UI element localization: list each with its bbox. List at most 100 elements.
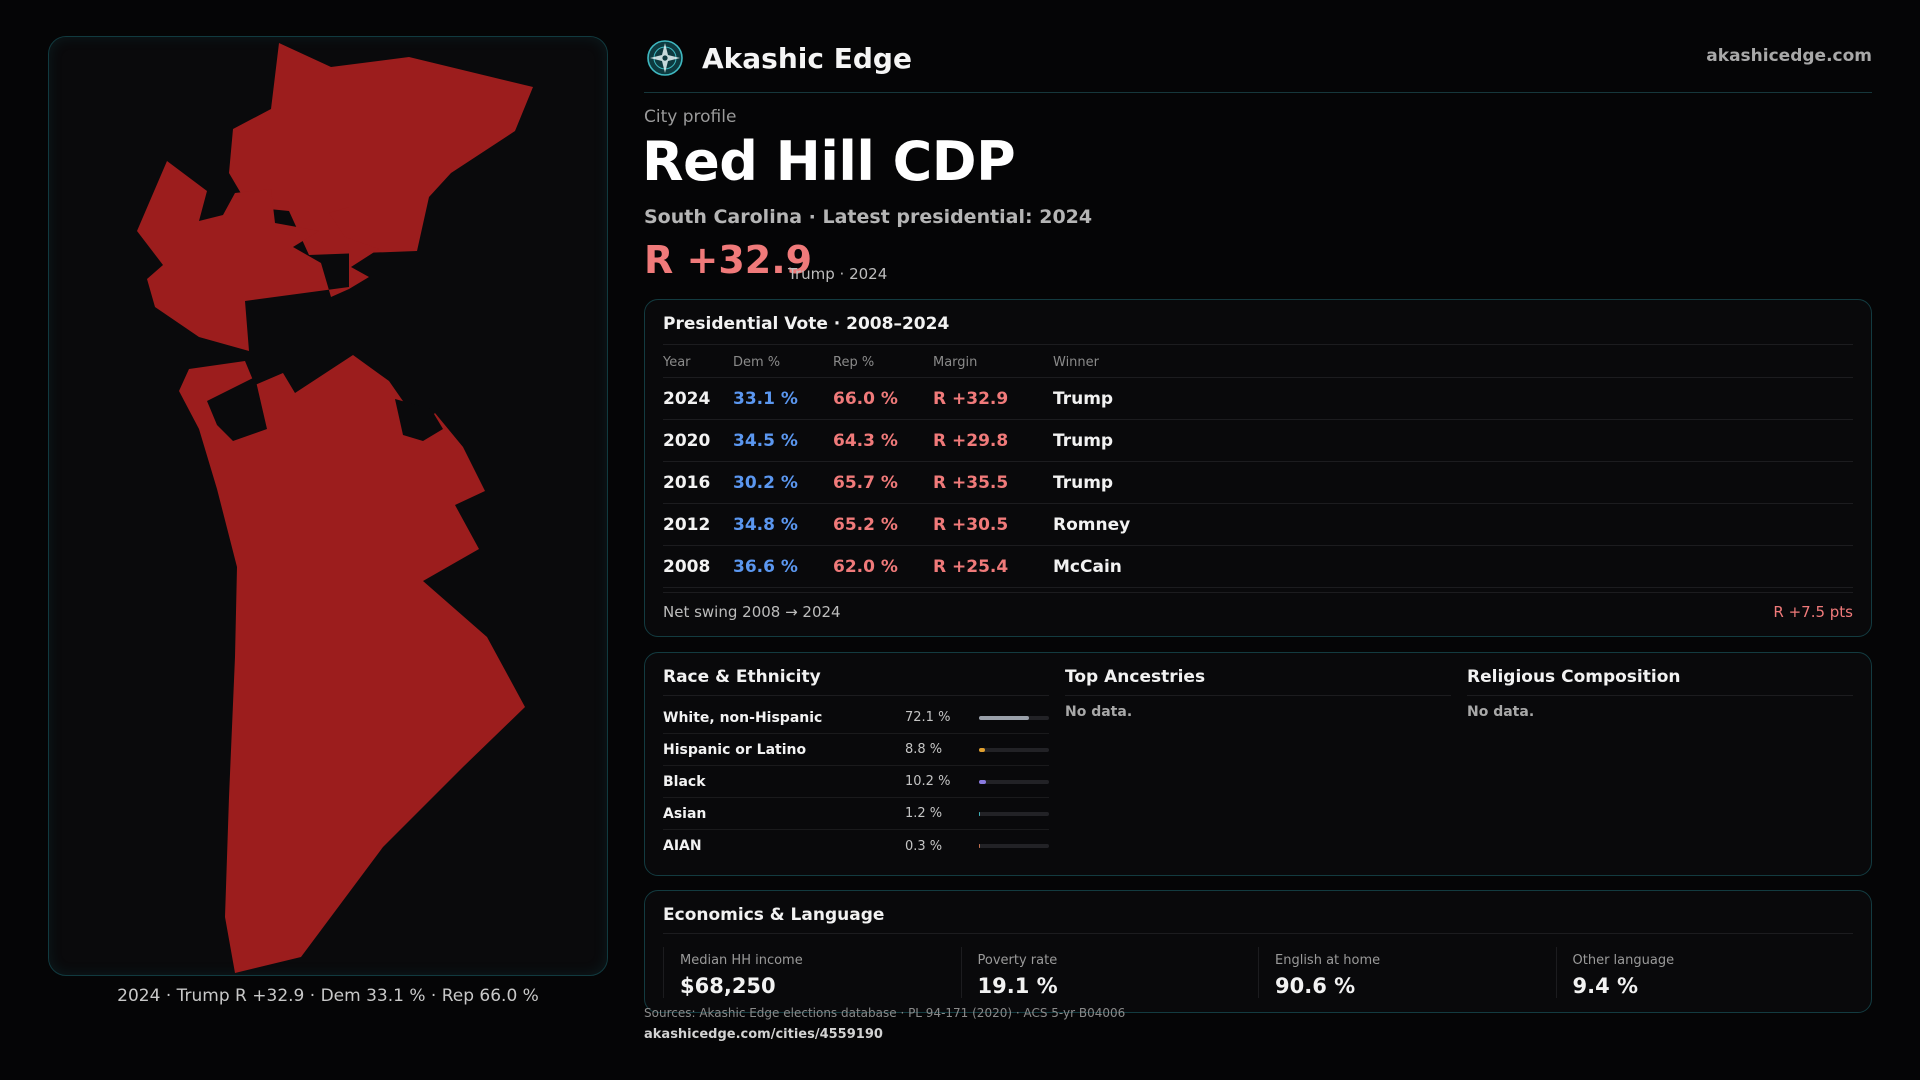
- list-item: Hispanic or Latino 8.8 %: [663, 734, 1049, 766]
- row-year: 2008: [663, 556, 711, 577]
- map-caption: 2024 · Trump R +32.9 · Dem 33.1 % · Rep …: [117, 986, 539, 1006]
- boundary-map-panel: [48, 36, 608, 976]
- stat-value: 90.6 %: [1275, 974, 1356, 998]
- profile-subtitle: South Carolina · Latest presidential: 20…: [644, 206, 1093, 228]
- sources-note: Sources: Akashic Edge elections database…: [644, 1006, 1126, 1020]
- race-pct: 72.1 %: [905, 710, 951, 725]
- row-rep-pct: 62.0 %: [833, 556, 898, 577]
- table-header: Year Dem % Rep % Margin Winner: [663, 348, 1853, 378]
- stat-label: English at home: [1275, 953, 1381, 968]
- table-row: 2024 33.1 % 66.0 % R +32.9 Trump: [663, 378, 1853, 420]
- list-item: Asian 1.2 %: [663, 798, 1049, 830]
- stat-value: 19.1 %: [977, 974, 1058, 998]
- race-list: White, non-Hispanic 72.1 % Hispanic or L…: [663, 702, 1049, 862]
- city-boundary-shape: [137, 43, 533, 973]
- presidential-vote-title: Presidential Vote · 2008–2024: [663, 314, 950, 334]
- row-dem-pct: 34.8 %: [733, 514, 798, 535]
- presidential-vote-card: Presidential Vote · 2008–2024 Year Dem %…: [644, 299, 1872, 637]
- row-year: 2020: [663, 430, 711, 451]
- row-rep-pct: 65.2 %: [833, 514, 898, 535]
- stat-other-language: Other language 9.4 %: [1555, 947, 1854, 998]
- table-row: 2016 30.2 % 65.7 % R +35.5 Trump: [663, 462, 1853, 504]
- row-year: 2024: [663, 388, 711, 409]
- stat-label: Median HH income: [680, 953, 803, 968]
- row-rep-pct: 65.7 %: [833, 472, 898, 493]
- card-divider: [663, 344, 1853, 345]
- list-item: AIAN 0.3 %: [663, 830, 1049, 862]
- row-year: 2016: [663, 472, 711, 493]
- row-year: 2012: [663, 514, 711, 535]
- row-winner: Romney: [1053, 514, 1131, 535]
- site-link[interactable]: akashicedge.com: [1706, 46, 1872, 66]
- race-pct: 0.3 %: [905, 838, 943, 854]
- row-margin: R +35.5: [933, 472, 1009, 493]
- race-pct: 1.2 %: [905, 806, 943, 821]
- headline-margin-note: Trump · 2024: [788, 265, 888, 283]
- religious-composition-section: Religious Composition No data.: [1467, 667, 1853, 720]
- race-name: White, non-Hispanic: [663, 709, 823, 726]
- race-share-bar: [979, 844, 1049, 848]
- top-ancestries-title: Top Ancestries: [1065, 667, 1451, 696]
- row-margin: R +30.5: [933, 514, 1009, 535]
- list-item: Black 10.2 %: [663, 766, 1049, 798]
- race-share-fill: [979, 844, 981, 848]
- race-ethnicity-section: Race & Ethnicity White, non-Hispanic 72.…: [663, 667, 1049, 862]
- economics-card: Economics & Language Median HH income $6…: [644, 890, 1872, 1013]
- table-row: 2008 36.6 % 62.0 % R +25.4 McCain: [663, 546, 1853, 588]
- stat-poverty-rate: Poverty rate 19.1 %: [960, 947, 1259, 998]
- row-dem-pct: 34.5 %: [733, 430, 798, 451]
- permalink[interactable]: akashicedge.com/cities/4559190: [644, 1027, 883, 1042]
- ancestries-empty-state: No data.: [1065, 704, 1133, 720]
- race-name: Black: [663, 773, 706, 790]
- stat-median-income: Median HH income $68,250: [663, 947, 961, 998]
- row-winner: Trump: [1053, 472, 1114, 493]
- race-share-bar: [979, 747, 1049, 752]
- brand[interactable]: Akashic Edge: [646, 38, 912, 78]
- row-margin: R +25.4: [933, 556, 1009, 577]
- table-row: 2012 34.8 % 65.2 % R +30.5 Romney: [663, 504, 1853, 546]
- row-margin: R +29.8: [933, 430, 1009, 451]
- row-rep-pct: 66.0 %: [833, 388, 898, 409]
- stat-label: Poverty rate: [977, 953, 1058, 968]
- race-share-bar: [979, 715, 1049, 720]
- economics-stats: Median HH income $68,250 Poverty rate 19…: [663, 947, 1853, 998]
- race-share-fill: [979, 811, 981, 816]
- economics-title: Economics & Language: [663, 905, 885, 925]
- page-title: Red Hill CDP: [642, 130, 1016, 193]
- race-share-fill: [979, 747, 986, 752]
- race-pct: 8.8 %: [905, 742, 943, 757]
- boundary-map: [137, 43, 533, 973]
- col-rep-header: Rep %: [833, 355, 875, 370]
- compass-star-icon: [647, 40, 683, 76]
- col-margin-header: Margin: [933, 355, 978, 370]
- col-winner-header: Winner: [1053, 355, 1100, 370]
- religious-composition-title: Religious Composition: [1467, 667, 1853, 696]
- presidential-vote-table: Year Dem % Rep % Margin Winner 2024 33.1…: [663, 348, 1853, 588]
- demographics-card: Race & Ethnicity White, non-Hispanic 72.…: [644, 652, 1872, 876]
- race-name: Asian: [663, 805, 707, 822]
- col-dem-header: Dem %: [733, 355, 781, 370]
- row-winner: McCain: [1053, 556, 1122, 577]
- stat-english-at-home: English at home 90.6 %: [1258, 947, 1556, 998]
- stat-value: $68,250: [680, 974, 776, 998]
- religion-empty-state: No data.: [1467, 704, 1535, 720]
- race-ethnicity-title: Race & Ethnicity: [663, 667, 1049, 696]
- map-boundary-gaps: [207, 377, 443, 441]
- top-ancestries-section: Top Ancestries No data.: [1065, 667, 1451, 720]
- net-swing-label: Net swing 2008 → 2024: [663, 602, 841, 621]
- row-winner: Trump: [1053, 430, 1114, 451]
- race-name: AIAN: [663, 838, 702, 854]
- list-item: White, non-Hispanic 72.1 %: [663, 702, 1049, 734]
- row-margin: R +32.9: [933, 388, 1009, 409]
- headline-margin: R +32.9: [644, 238, 813, 282]
- stat-label: Other language: [1572, 953, 1675, 968]
- stat-value: 9.4 %: [1572, 974, 1639, 998]
- card-divider: [663, 933, 1853, 934]
- race-share-fill: [979, 715, 1030, 720]
- profile-eyebrow: City profile: [644, 107, 737, 127]
- race-share-bar: [979, 811, 1049, 816]
- row-dem-pct: 36.6 %: [733, 556, 798, 577]
- race-share-bar: [979, 779, 1049, 784]
- race-pct: 10.2 %: [905, 774, 951, 789]
- header-divider: [644, 92, 1872, 93]
